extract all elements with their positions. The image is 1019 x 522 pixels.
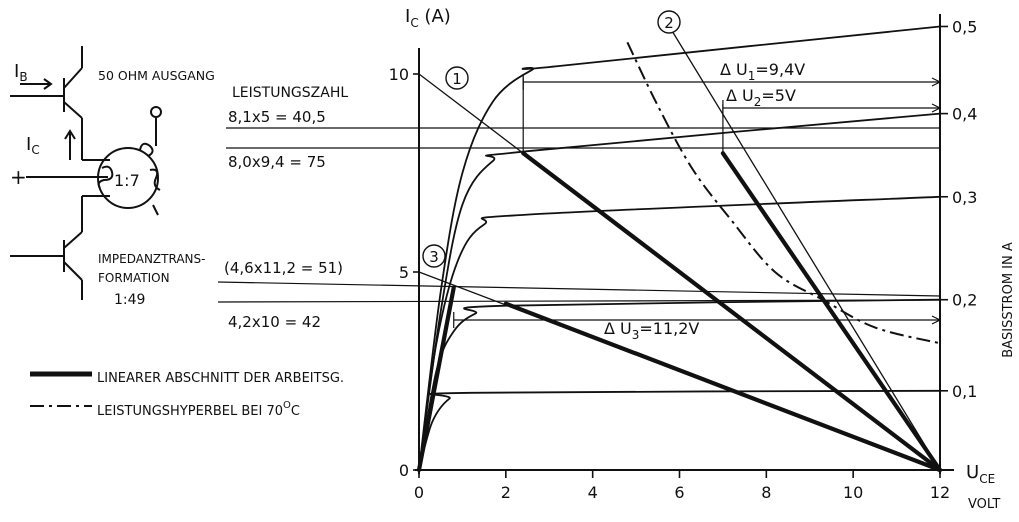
x-axis-unit: VOLT: [968, 497, 1000, 512]
x-tick-label: 6: [674, 483, 684, 502]
power-hyperbola-curve: [626, 41, 941, 345]
equation-3: (4,6x11,2 = 51): [224, 259, 343, 277]
delta-dimension-arrow: [931, 77, 942, 87]
plus-label: +: [10, 165, 27, 189]
y-tick-label: 0: [399, 461, 409, 480]
linear-section: [503, 301, 943, 473]
transistor-schematic: [10, 46, 162, 300]
transformer-circle: [97, 147, 159, 209]
characteristic-curve: [418, 389, 941, 471]
leistungszahl-heading: LEISTUNGSZAHL: [232, 85, 348, 101]
plot-axes: [413, 14, 954, 478]
characteristic-curve: [418, 112, 941, 471]
ic-label: IC: [26, 134, 40, 157]
x-tick-label: 10: [843, 483, 863, 502]
equation-4: 4,2x10 = 42: [228, 313, 321, 331]
load-line: [661, 14, 941, 471]
delta-u-label: Δ U3=11,2V: [604, 319, 699, 342]
ic-arrowhead: [64, 129, 76, 140]
delta-u-label: Δ U1=9,4V: [720, 60, 805, 83]
output-terminal: [150, 106, 162, 118]
right-tick-label: 0,4: [952, 105, 977, 124]
y-tick-label: 10: [389, 65, 409, 84]
x-tick-label: 0: [414, 483, 424, 502]
delta-dimension-arrow: [931, 103, 942, 113]
load-line-number: 1: [452, 70, 462, 88]
linear-section: [720, 151, 943, 473]
ib-arrowhead: [43, 78, 53, 90]
impedance-line2: FORMATION: [98, 271, 170, 285]
transformer-winding-left: [97, 165, 114, 189]
lower-transistor-emitter: [63, 261, 83, 281]
y-axis-title: IC (A): [405, 6, 451, 30]
impedance-line1: IMPEDANZTRANS-: [98, 252, 205, 266]
equation-1: 8,1x5 = 40,5: [228, 108, 326, 126]
right-tick-label: 0,5: [952, 17, 977, 36]
load-line-number: 3: [429, 248, 439, 266]
characteristic-curve: [418, 25, 941, 471]
equation-2: 8,0x9,4 = 75: [228, 153, 326, 171]
impedance-ratio: 1:49: [114, 292, 145, 308]
x-axis-title: UCE: [966, 462, 995, 486]
transformer-ground-lead: [152, 204, 159, 216]
power-hyperbola: [626, 41, 941, 345]
linear-section: [416, 285, 456, 473]
transformer-winding-right: [149, 168, 161, 191]
right-tick-label: 0,2: [952, 291, 977, 310]
x-tick-label: 2: [501, 483, 511, 502]
right-tick-label: 0,1: [952, 382, 977, 401]
y-tick-label: 5: [399, 263, 409, 282]
x-tick-label: 12: [930, 483, 950, 502]
lower-transistor-collector: [63, 231, 83, 249]
load-line-marker: [657, 10, 681, 34]
linear-sections: [416, 151, 943, 473]
x-tick-label: 4: [588, 483, 598, 502]
load-lines: 1 2 3: [418, 10, 941, 471]
upper-transistor-emitter: [63, 101, 83, 119]
upper-transistor-collector: [63, 67, 83, 89]
load-line-marker: [422, 244, 446, 268]
reference-line: [217, 281, 941, 297]
legend-hyperbola-label: LEISTUNGSHYPERBEL BEI 70OC: [97, 400, 300, 419]
linear-section: [521, 151, 943, 473]
schematic-labels: IB IC + 50 OHM AUSGANG 1:7 IMPEDANZTRANS…: [10, 61, 215, 308]
x-tick-label: 8: [761, 483, 771, 502]
leistungszahl-annotations: LEISTUNGSZAHL 8,1x5 = 40,5 8,0x9,4 = 75 …: [224, 85, 348, 331]
ib-label: IB: [14, 61, 28, 84]
right-tick-label: 0,3: [952, 188, 977, 207]
legend: LINEARER ABSCHNITT DER ARBEITSG. LEISTUN…: [30, 371, 344, 419]
right-axis-title: BASISSTROM IN A: [1001, 242, 1016, 358]
characteristic-curves: [418, 25, 941, 471]
transformer-winding-top: [139, 142, 154, 157]
delta-u-label: Δ U2=5V: [726, 86, 796, 109]
legend-linear-label: LINEARER ABSCHNITT DER ARBEITSG.: [97, 371, 344, 386]
load-line-marker: [445, 66, 469, 90]
load-line-number: 2: [664, 14, 674, 32]
transformer-ratio: 1:7: [114, 171, 140, 190]
delta-dimension-arrow: [931, 315, 942, 325]
output-label: 50 OHM AUSGANG: [98, 68, 215, 83]
